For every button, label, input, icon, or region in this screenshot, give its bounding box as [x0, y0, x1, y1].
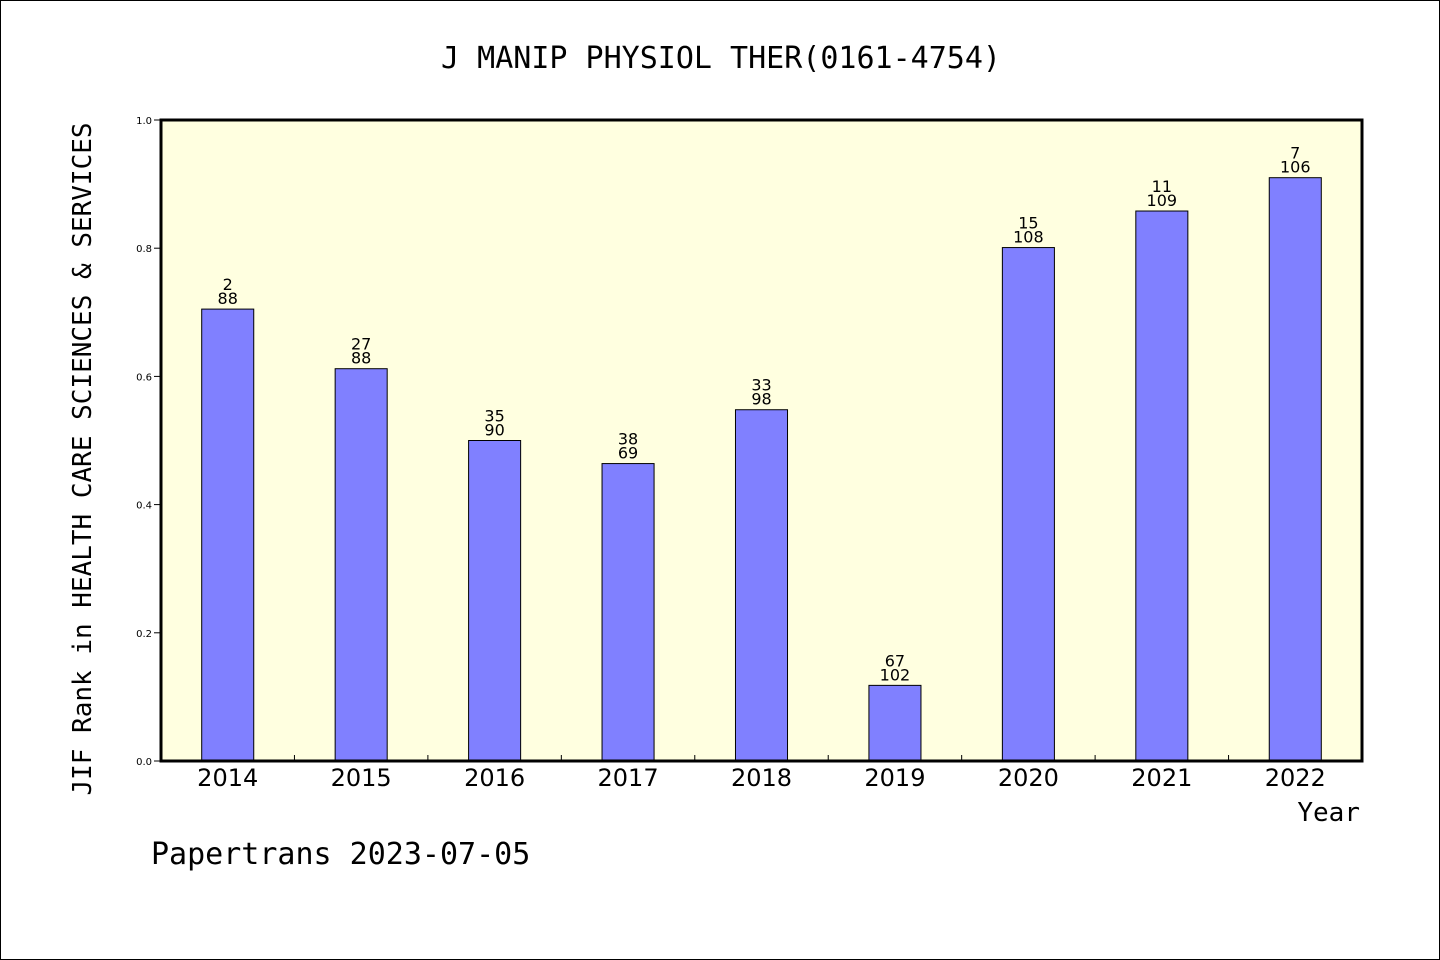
data-label-total: 108 — [1013, 228, 1044, 247]
bar-2022 — [1268, 177, 1322, 762]
x-tick-label: 2017 — [598, 764, 659, 792]
chart-title: J MANIP PHYSIOL THER(0161-4754) — [441, 41, 1001, 76]
bar-2015 — [334, 368, 388, 762]
y-tick-label: 0.8 — [136, 244, 152, 255]
data-label-total: 109 — [1147, 191, 1178, 210]
ticks-group: 0.0 0.2 0.4 0.6 0.8 1.0 2014 2015 2016 2017 2018 20… — [136, 116, 1326, 792]
y-tick-label: 0.4 — [136, 501, 152, 512]
bar-2014 — [201, 308, 255, 762]
bar-2016 — [468, 440, 522, 762]
bar-2020 — [1001, 247, 1055, 762]
data-label-total: 102 — [880, 665, 911, 684]
x-tick-label: 2022 — [1265, 764, 1326, 792]
data-label-rank: 11 — [1152, 177, 1172, 196]
x-tick-label: 2020 — [998, 764, 1059, 792]
x-tick-label: 2016 — [464, 764, 525, 792]
data-label-total: 69 — [618, 444, 638, 463]
data-label-total: 90 — [484, 421, 504, 440]
x-tick-label: 2015 — [331, 764, 392, 792]
y-tick-label: 0.2 — [136, 629, 152, 640]
x-tick-label: 2014 — [197, 764, 258, 792]
data-label-rank: 2 — [223, 275, 233, 294]
x-tick-label: 2021 — [1131, 764, 1192, 792]
x-tick-label: 2018 — [731, 764, 792, 792]
data-label-rank: 33 — [751, 376, 771, 395]
bar-2021 — [1135, 210, 1189, 762]
data-label-rank: 38 — [618, 430, 638, 449]
data-label-rank: 15 — [1018, 214, 1038, 233]
data-label-rank: 35 — [484, 407, 504, 426]
plot-border — [159, 118, 1364, 763]
y-tick-label: 0.6 — [136, 372, 152, 383]
data-label-rank: 27 — [351, 335, 371, 354]
x-axis-label: Year — [1297, 798, 1360, 828]
data-label-rank: 67 — [885, 651, 905, 670]
bar-2018 — [734, 409, 789, 762]
bar-2019 — [868, 684, 922, 762]
y-tick-label: 1.0 — [136, 116, 152, 127]
bars-group — [201, 177, 1322, 762]
footer-credit: Papertrans 2023-07-05 — [151, 837, 530, 872]
data-label-total: 106 — [1280, 158, 1311, 177]
data-label-total: 88 — [351, 349, 371, 368]
data-label-total: 98 — [751, 390, 771, 409]
x-tick-label: 2019 — [864, 764, 925, 792]
data-label-total: 88 — [218, 289, 238, 308]
y-axis-label: JIF Rank in HEALTH CARE SCIENCES & SERVI… — [68, 122, 98, 795]
data-label-rank: 7 — [1290, 144, 1300, 163]
y-tick-label: 0.0 — [136, 757, 152, 768]
bar-2017 — [601, 463, 655, 762]
